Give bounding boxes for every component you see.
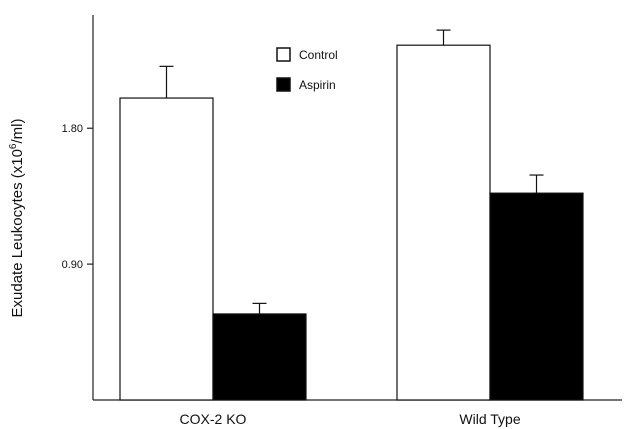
x-tick-label-0: COX-2 KO <box>180 411 247 427</box>
bar-control-0 <box>119 97 214 401</box>
svg-text:Exudate Leukocytes (x106/ml): Exudate Leukocytes (x106/ml) <box>8 119 26 318</box>
x-tick-label-1: Wild Type <box>459 411 520 427</box>
y-tick-label-0: 0.90 <box>62 259 83 271</box>
legend-label-aspirin: Aspirin <box>299 78 336 92</box>
y-axis-label-superscript: 6 <box>8 143 19 149</box>
bar-aspirin-1 <box>489 192 584 401</box>
bar-aspirin-0 <box>212 313 307 401</box>
bar-control-1 <box>396 44 491 401</box>
y-axis-label-text: Exudate Leukocytes (x10 <box>9 149 26 317</box>
y-axis-label-unit: /ml) <box>9 119 26 144</box>
legend-swatch-aspirin <box>276 77 291 92</box>
y-tick-label-1: 1.80 <box>62 123 83 135</box>
legend-label-control: Control <box>299 48 338 62</box>
plot-area: 0.90 1.80 COX-2 KO Wild Type Control Aspirin <box>62 15 622 427</box>
y-axis-label: Exudate Leukocytes (x106/ml) <box>8 119 26 318</box>
legend-swatch-control <box>276 47 291 62</box>
